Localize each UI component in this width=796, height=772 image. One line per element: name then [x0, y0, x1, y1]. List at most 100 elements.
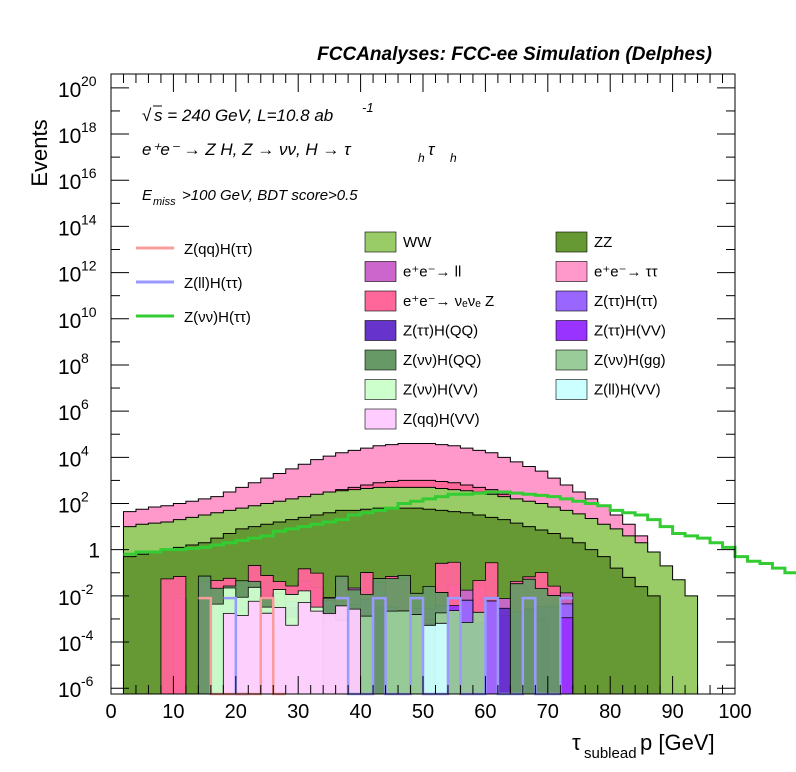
legend-fill-swatch [364, 349, 397, 371]
y-tick-exponent: -6 [81, 673, 94, 689]
y-tick-exponent: 4 [81, 442, 89, 458]
legend-signal-entry: Z(ll)H(ττ) [136, 275, 243, 292]
y-tick-exponent: 12 [81, 258, 97, 274]
hist-bkg-8 [197, 575, 561, 695]
legend-fill-swatch [364, 261, 397, 282]
y-tick-base: 10 [58, 310, 81, 333]
legend-bkg-label: ZZ [594, 234, 612, 251]
x-tick-label: 50 [412, 701, 434, 723]
legend-bkg-label: Z(ll)H(VV) [594, 382, 661, 399]
annotation-block: √ s = 240 GeV, L=10.8 ab -1 e⁺e⁻ → Z H, … [142, 100, 457, 208]
y-tick-exponent: 2 [81, 488, 89, 504]
legend-fill-swatch [364, 231, 397, 253]
legend-background: WW ZZ e⁺e⁻→ ll e⁺e⁻→ ττ e⁺e⁻→ νₑνₑ Z Z(ττ)H(τ… [364, 231, 666, 430]
y-tick-base: 10 [58, 679, 81, 702]
y-tick-exponent: 20 [81, 73, 97, 89]
histogram-layer [122, 442, 796, 696]
legend-fill-swatch [555, 349, 588, 371]
x-tick-label: 100 [718, 701, 751, 723]
y-tick-base: 10 [58, 125, 81, 148]
legend-bkg-label: Z(ττ)H(VV) [594, 323, 666, 340]
legend-fill-swatch [364, 408, 397, 430]
x-tick-label: 40 [349, 701, 371, 723]
y-tick-base: 10 [58, 494, 81, 517]
legend-fill-swatch [555, 320, 588, 341]
legend-fill-swatch [364, 320, 397, 341]
legend-bkg-entry: ZZ [555, 231, 612, 253]
legend-bkg-label: WW [403, 234, 432, 251]
y-tick-exponent: -2 [81, 581, 94, 597]
y-tick-base: 10 [58, 171, 81, 194]
legend-signal-label: Z(qq)H(ττ) [184, 241, 253, 258]
legend-fill-swatch [555, 261, 588, 282]
legend-bkg-label: Z(νν)H(VV) [403, 382, 478, 399]
y-tick-exponent: 18 [81, 119, 97, 135]
legend-bkg-entry: Z(qq)H(VV) [364, 408, 480, 430]
process-h2-sub: h [450, 151, 457, 165]
legend-fill-swatch [555, 290, 588, 312]
legend-bkg-label: Z(νν)H(QQ) [403, 352, 481, 369]
legend-bkg-entry: Z(νν)H(QQ) [364, 349, 481, 371]
x-axis-title-rest: p [GeV] [640, 730, 715, 755]
energy-lumi-text: s = 240 GeV, L=10.8 ab [154, 106, 333, 125]
y-tick-exponent: 16 [81, 165, 97, 181]
legend-bkg-entry: e⁺e⁻→ νₑνₑ Z [364, 290, 494, 312]
legend-signal-label: Z(νν)H(ττ) [184, 309, 251, 326]
cuts-rest: >100 GeV, BDT score>0.5 [182, 187, 358, 204]
y-tick-exponent: 10 [81, 304, 97, 320]
legend-bkg-entry: e⁺e⁻→ ll [364, 261, 461, 282]
legend-signal-entry: Z(qq)H(ττ) [136, 241, 253, 258]
y-tick-exponent: 14 [81, 211, 97, 227]
legend-signal-label: Z(ll)H(ττ) [184, 275, 243, 292]
y-tick-base: 10 [58, 587, 81, 610]
x-tick-label: 80 [599, 701, 621, 723]
y-tick-base: 10 [58, 264, 81, 287]
process-tau2: τ [428, 140, 436, 159]
legend-bkg-entry: Z(νν)H(gg) [555, 349, 666, 371]
x-tick-label: 10 [162, 701, 184, 723]
y-tick-base: 10 [58, 356, 81, 379]
cuts-main: E [142, 187, 153, 204]
legend-fill-swatch [364, 379, 397, 400]
y-tick-base: 10 [58, 217, 81, 240]
hist-signal-zll-htautau [335, 596, 573, 696]
legend-bkg-entry: WW [364, 231, 432, 253]
legend-bkg-label: e⁺e⁻→ ll [403, 264, 461, 281]
lumi-exponent: -1 [362, 100, 374, 115]
legend-signal-entry: Z(νν)H(ττ) [136, 309, 251, 326]
x-axis-title-sub: sublead [584, 745, 637, 762]
y-tick-exponent: 8 [81, 350, 89, 366]
legend-bkg-entry: Z(ττ)H(ττ) [555, 290, 658, 312]
y-tick-exponent: -4 [81, 627, 94, 643]
x-tick-label: 30 [287, 701, 309, 723]
chart-header: FCCAnalyses: FCC-ee Simulation (Delphes) [317, 44, 712, 65]
x-tick-label: 0 [105, 701, 116, 723]
x-tick-label: 90 [661, 701, 683, 723]
legend-bkg-label: Z(qq)H(VV) [403, 411, 480, 428]
x-axis-title: τ sublead p [GeV] [572, 730, 715, 762]
x-tick-label: 20 [225, 701, 247, 723]
y-tick-exponent: 6 [81, 396, 89, 412]
legend-bkg-label: Z(ττ)H(QQ) [403, 323, 478, 340]
x-tick-label: 60 [474, 701, 496, 723]
legend-fill-swatch [555, 379, 588, 400]
legend-fill-swatch [555, 231, 588, 253]
legend-bkg-entry: Z(ττ)H(QQ) [364, 320, 478, 341]
hist-bkg-11 [422, 622, 449, 695]
y-tick-base: 10 [58, 402, 81, 425]
cuts-sub: miss [153, 196, 176, 208]
y-axis-title: Events [27, 119, 52, 186]
legend-bkg-label: e⁺e⁻→ νₑνₑ Z [403, 293, 494, 310]
y-tick-base: 10 [58, 79, 81, 102]
legend-bkg-entry: Z(ll)H(VV) [555, 379, 661, 400]
process-text: e⁺e⁻ → Z H, Z → νν, H → τ [142, 140, 352, 159]
legend-bkg-entry: Z(ττ)H(VV) [555, 320, 666, 341]
legend-bkg-label: Z(ττ)H(ττ) [594, 293, 658, 310]
x-axis-title-tau: τ [572, 730, 581, 755]
legend-bkg-label: e⁺e⁻→ ττ [594, 264, 658, 281]
y-tick-label: 1 [88, 540, 100, 563]
y-tick-base: 10 [58, 633, 81, 656]
process-h1-sub: h [418, 151, 425, 165]
